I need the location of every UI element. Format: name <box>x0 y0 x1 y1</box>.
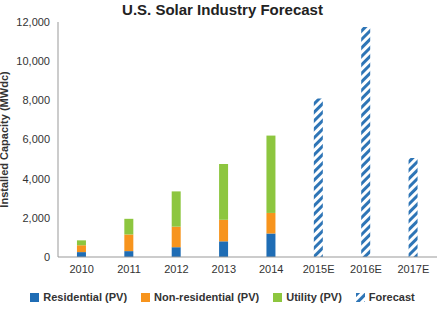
svg-text:2010: 2010 <box>69 263 93 275</box>
svg-text:2011: 2011 <box>117 263 141 275</box>
svg-text:12,000: 12,000 <box>16 16 50 28</box>
svg-text:4,000: 4,000 <box>22 173 50 185</box>
html-text:Non-residential (PV): Non-residential (PV) <box>154 291 260 303</box>
svg-text:2012: 2012 <box>164 263 188 275</box>
html-text:Forecast: Forecast <box>368 291 415 303</box>
html-text:Utility (PV): Utility (PV) <box>286 291 342 303</box>
svg-text:2017E: 2017E <box>397 263 429 275</box>
html-text:Residential (PV): Residential (PV) <box>43 291 128 303</box>
svg-text:6,000: 6,000 <box>22 133 50 145</box>
svg-text:10,000: 10,000 <box>16 55 50 67</box>
svg-text:8,000: 8,000 <box>22 94 50 106</box>
html-text:U.S. Solar Industry Forecast: U.S. Solar Industry Forecast <box>122 1 323 18</box>
svg-text:0: 0 <box>44 251 50 263</box>
svg-text:2014: 2014 <box>259 263 283 275</box>
svg-text:2013: 2013 <box>212 263 236 275</box>
svg-text:Installed Capacity (MWdc): Installed Capacity (MWdc) <box>8 71 10 208</box>
svg-text:2016E: 2016E <box>350 263 382 275</box>
svg-text:2015E: 2015E <box>303 263 335 275</box>
svg-text:2,000: 2,000 <box>22 212 50 224</box>
